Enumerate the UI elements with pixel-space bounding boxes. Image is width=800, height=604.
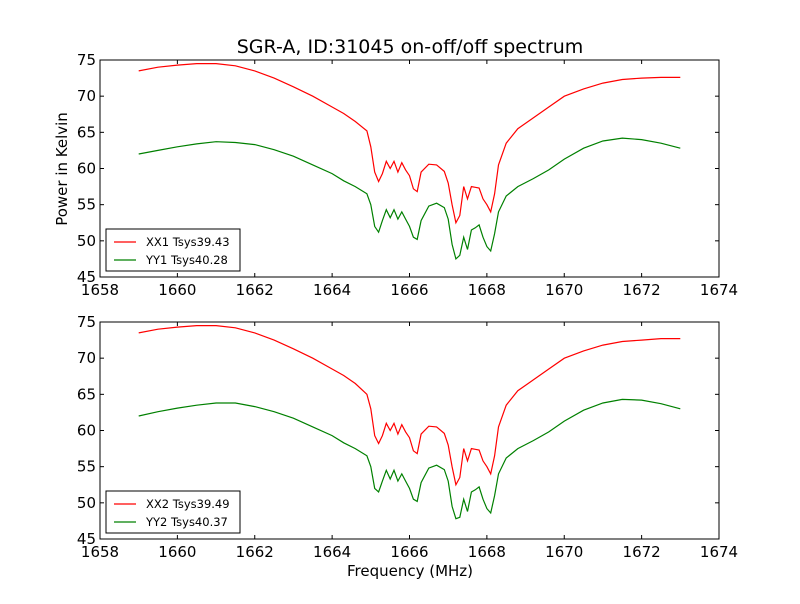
x-tick-label: 1658 xyxy=(81,543,119,561)
y-axis-label: Power in Kelvin xyxy=(53,112,71,226)
legend-label: YY2 Tsys40.37 xyxy=(145,515,228,529)
x-tick-label: 1666 xyxy=(390,543,428,561)
y-tick-label: 55 xyxy=(77,196,96,214)
y-tick-label: 70 xyxy=(77,87,96,105)
series-line-xx xyxy=(138,63,681,225)
y-tick-label: 45 xyxy=(77,530,96,548)
legend-label: XX1 Tsys39.43 xyxy=(146,235,230,249)
x-tick-label: 1658 xyxy=(81,281,119,299)
x-tick-label: 1674 xyxy=(700,543,738,561)
x-tick-label: 1670 xyxy=(545,543,583,561)
y-tick-label: 50 xyxy=(77,494,96,512)
chart-title: SGR-A, ID:31045 on-off/off spectrum xyxy=(237,36,584,58)
x-axis-label: Frequency (MHz) xyxy=(347,562,473,580)
series-line-yy xyxy=(138,398,681,520)
legend-label: YY1 Tsys40.28 xyxy=(145,253,228,267)
x-tick-label: 1670 xyxy=(545,281,583,299)
y-tick-label: 60 xyxy=(77,422,96,440)
y-tick-label: 75 xyxy=(77,313,96,331)
series-line-yy xyxy=(138,137,681,261)
y-tick-label: 55 xyxy=(77,458,96,476)
bottom-subplot: 1658 1660 1662 1664 1666 1668 1670 1672 1674 45 50… xyxy=(77,313,738,561)
x-tick-label: 1662 xyxy=(236,281,274,299)
x-tick-label: 1674 xyxy=(700,281,738,299)
y-tick-label: 50 xyxy=(77,232,96,250)
y-tick-label: 65 xyxy=(77,385,96,403)
x-tick-label: 1660 xyxy=(158,281,196,299)
x-tick-label: 1668 xyxy=(468,543,506,561)
top-subplot: 1658 1660 1662 1664 1666 1668 1670 1672 1674 45 50… xyxy=(77,51,738,299)
x-tick-label: 1672 xyxy=(623,543,661,561)
x-tick-label: 1664 xyxy=(313,281,351,299)
y-tick-label: 75 xyxy=(77,51,96,69)
legend-label: XX2 Tsys39.49 xyxy=(146,497,230,511)
x-tick-label: 1662 xyxy=(236,543,274,561)
legend-box xyxy=(105,228,241,272)
y-tick-label: 65 xyxy=(77,123,96,141)
y-tick-label: 70 xyxy=(77,349,96,367)
legend-box xyxy=(105,490,241,534)
x-tick-label: 1672 xyxy=(623,281,661,299)
series-line-xx xyxy=(138,325,681,487)
x-tick-label: 1664 xyxy=(313,543,351,561)
x-tick-label: 1668 xyxy=(468,281,506,299)
y-tick-label: 45 xyxy=(77,268,96,286)
y-tick-label: 60 xyxy=(77,160,96,178)
x-tick-label: 1666 xyxy=(390,281,428,299)
x-tick-label: 1660 xyxy=(158,543,196,561)
